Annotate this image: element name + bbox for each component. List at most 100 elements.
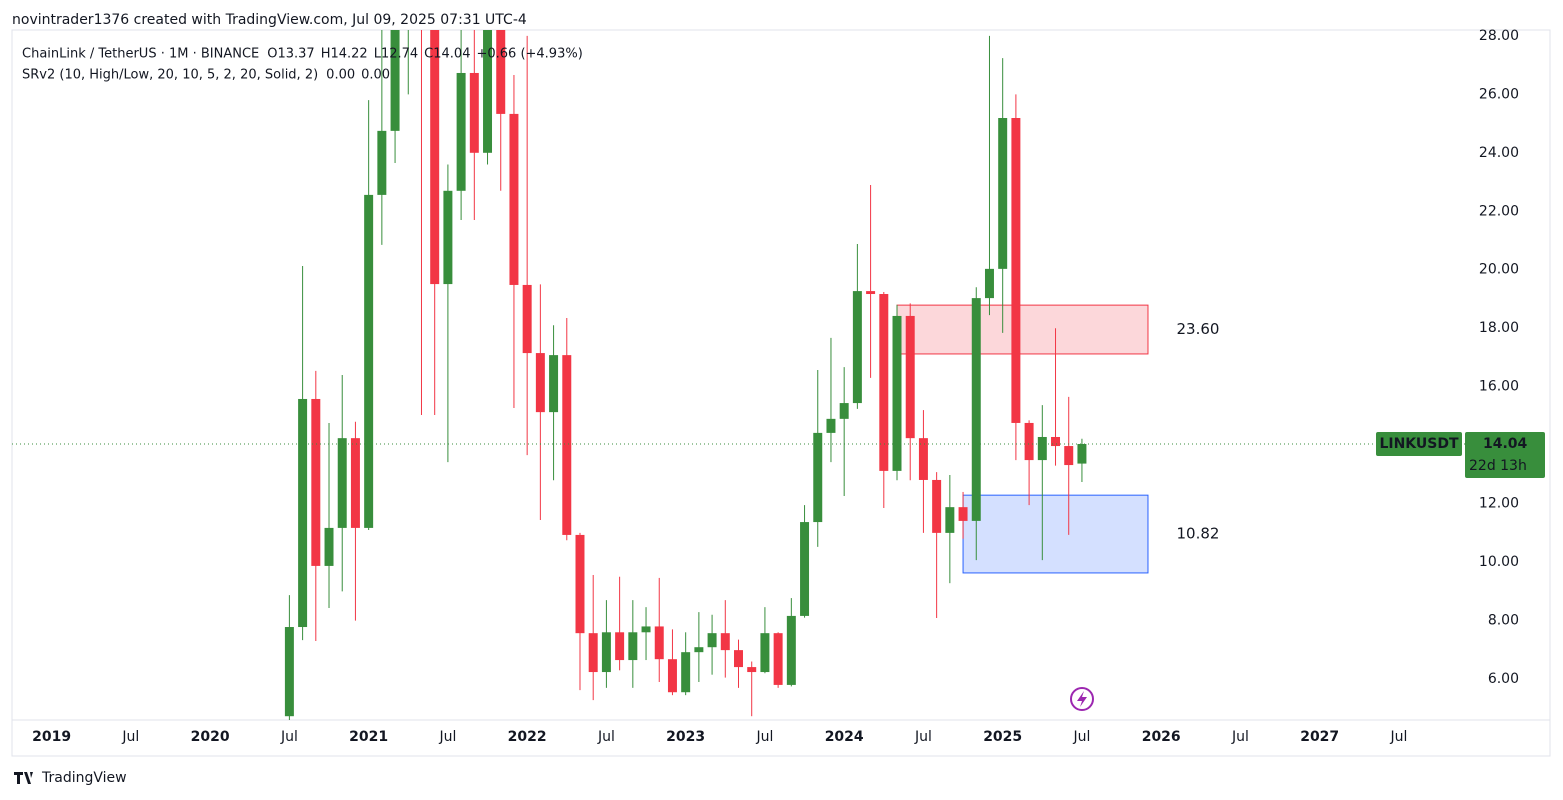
candle-body — [588, 633, 598, 673]
candle-body — [734, 650, 743, 668]
candle-body — [404, 0, 413, 12]
plot-area — [12, 0, 1465, 720]
x-tick-label: Jul — [1072, 729, 1090, 745]
x-tick-label: 2027 — [1300, 729, 1339, 745]
candle-body — [1077, 444, 1087, 464]
x-tick-label: Jul — [280, 729, 298, 745]
candle-body — [667, 659, 677, 693]
pane-border — [11, 29, 1551, 757]
candle-body — [720, 633, 730, 651]
zone-label: 10.82 — [1177, 525, 1220, 543]
ohlc-key: O — [267, 47, 277, 62]
y-tick-label: 12.00 — [1479, 496, 1519, 512]
candle-body — [562, 355, 572, 535]
candle-body — [879, 294, 889, 471]
candle-body — [496, 30, 506, 114]
y-tick-label: 20.00 — [1479, 262, 1519, 278]
candle-body — [747, 667, 757, 673]
x-tick-label: Jul — [438, 729, 456, 745]
candle-body — [681, 652, 691, 693]
ohlc-key: H — [321, 47, 331, 62]
x-tick-label: 2023 — [666, 729, 705, 745]
candle-body — [1024, 422, 1034, 461]
candle-body — [390, 30, 400, 131]
attribution: novintrader1376 created with TradingView… — [12, 12, 527, 28]
x-tick-label: Jul — [121, 729, 139, 745]
candle-body — [628, 632, 638, 661]
candle-body — [377, 130, 387, 195]
candle-body — [364, 194, 374, 528]
countdown: 22d 13h — [1469, 458, 1527, 474]
candle-body — [575, 534, 585, 634]
candle-body — [945, 507, 955, 533]
price-badge — [1465, 432, 1545, 478]
y-tick-label: 10.00 — [1479, 554, 1519, 570]
candle-body — [800, 522, 810, 616]
x-tick-label: Jul — [1231, 729, 1249, 745]
brand-name: TradingView — [41, 770, 127, 786]
x-tick-label: Jul — [597, 729, 615, 745]
candle-body — [549, 355, 559, 413]
ohlc-value: 14.04 — [433, 47, 470, 62]
x-tick-label: Jul — [914, 729, 932, 745]
candle-body — [337, 438, 347, 528]
candle-body — [773, 633, 783, 685]
x-tick-label: 2019 — [32, 729, 71, 745]
symbol-badge — [1376, 432, 1462, 456]
symbol-title: ChainLink / TetherUS · 1M · BINANCE — [22, 47, 259, 62]
y-tick-label: 16.00 — [1479, 379, 1519, 395]
candle-body — [971, 298, 981, 521]
symbol-badge-text: LINKUSDT — [1379, 436, 1459, 452]
x-tick-label: Jul — [755, 729, 773, 745]
candle-body — [417, 0, 426, 10]
candle-body — [932, 479, 942, 533]
candle-body — [1051, 436, 1061, 447]
candle-body — [1064, 446, 1074, 466]
candle-body — [522, 284, 532, 354]
candle-body — [998, 118, 1008, 269]
x-tick-label: 2020 — [191, 729, 230, 745]
event-icon[interactable] — [1070, 687, 1094, 711]
event-bolt — [1077, 691, 1087, 707]
candle-body — [958, 507, 968, 521]
zone-label: 23.60 — [1177, 320, 1220, 338]
y-tick-label: 22.00 — [1479, 203, 1519, 219]
indicator-value: 0.00 — [326, 68, 355, 83]
candle-body — [866, 291, 876, 295]
x-tick-label: 2026 — [1142, 729, 1181, 745]
zone — [896, 304, 1149, 355]
y-tick-label: 8.00 — [1488, 613, 1519, 629]
candle-body — [641, 626, 651, 633]
candle-body — [1037, 436, 1047, 461]
candle-body — [707, 633, 717, 648]
candle-body — [430, 30, 440, 285]
candle-body — [852, 291, 862, 404]
ohlc-value: 12.74 — [381, 47, 418, 62]
candle-body — [892, 315, 902, 471]
y-tick-label: 24.00 — [1479, 145, 1519, 161]
x-tick-label: 2022 — [508, 729, 547, 745]
ohlc-key: L — [374, 47, 382, 62]
indicator-title: SRv2 (10, High/Low, 20, 10, 5, 2, 20, So… — [22, 68, 318, 83]
axes: 6.008.0010.0012.0014.0016.0018.0020.0022… — [32, 28, 1519, 745]
ohlc-value: 13.37 — [277, 47, 314, 62]
candle-body — [918, 438, 928, 480]
candle-body — [350, 438, 360, 528]
candle-body — [654, 626, 664, 660]
candle-body — [483, 30, 493, 153]
x-tick-label: 2024 — [825, 729, 864, 745]
candle-body — [601, 632, 611, 673]
ohlc-key: C — [424, 47, 433, 62]
candle-body — [298, 398, 308, 628]
price-badge-text: 14.04 — [1483, 436, 1528, 452]
y-tick-label: 28.00 — [1479, 28, 1519, 44]
y-tick-label: 6.00 — [1488, 671, 1519, 687]
ohlc-value: 14.22 — [330, 47, 367, 62]
candle-body — [905, 315, 915, 439]
candle-body — [615, 632, 625, 661]
candle-body — [443, 190, 453, 285]
candle-body — [509, 113, 519, 285]
candle-body — [984, 268, 994, 299]
